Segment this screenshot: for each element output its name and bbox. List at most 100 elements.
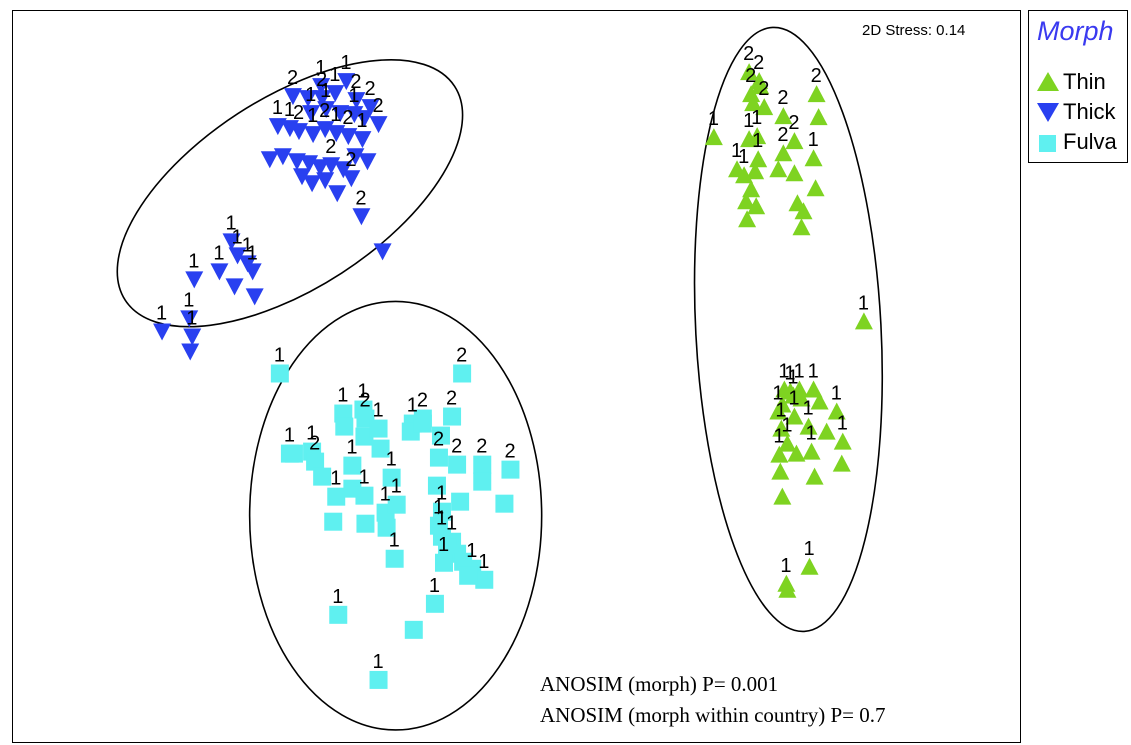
point-label-thin-32: 1 — [793, 361, 804, 383]
point-fulva-44 — [385, 549, 404, 568]
point-label-thick-46: 1 — [156, 302, 167, 324]
point-label-thick-40: 1 — [242, 234, 253, 256]
point-thin-8 — [809, 108, 828, 126]
point-label-fulva-21: 2 — [451, 436, 462, 458]
point-thick-26 — [311, 159, 330, 177]
point-label-thick-19: 1 — [330, 104, 341, 126]
stress-label: 2D Stress: 0.14 — [862, 22, 966, 39]
point-label-thin-13: 2 — [777, 124, 788, 146]
point-thin-33 — [804, 380, 823, 398]
point-label-thick-36: 2 — [355, 187, 366, 209]
point-thick-6 — [347, 92, 366, 110]
point-label-thin-4: 2 — [811, 65, 822, 87]
point-label-thin-41: 1 — [775, 400, 786, 422]
legend-label-fulva: Fulva — [1063, 129, 1117, 154]
point-label-thin-30: 1 — [778, 361, 789, 383]
point-fulva-24 — [313, 467, 332, 486]
point-thick-30 — [358, 153, 377, 171]
point-thin-52 — [773, 487, 792, 505]
point-label-thick-15: 1 — [284, 99, 295, 121]
point-label-thin-17: 1 — [738, 146, 749, 168]
point-thin-28 — [792, 218, 811, 236]
point-fulva-4 — [453, 364, 472, 383]
point-thin-27 — [738, 210, 757, 228]
point-label-fulva-4: 2 — [456, 344, 467, 366]
point-thick-3 — [299, 90, 318, 108]
point-label-thick-8: 1 — [305, 84, 316, 106]
point-label-thin-40: 1 — [788, 388, 799, 410]
point-label-fulva-27: 1 — [358, 467, 369, 489]
ellipse-thick — [116, 59, 464, 328]
point-label-fulva-3: 2 — [359, 390, 370, 412]
point-thick-41 — [243, 263, 262, 281]
point-fulva-12 — [369, 419, 388, 438]
point-thin-20 — [785, 164, 804, 182]
point-fulva-25 — [327, 487, 346, 506]
point-label-thin-1: 2 — [753, 52, 764, 74]
point-thick-49 — [181, 343, 200, 361]
point-label-thin-53: 1 — [804, 538, 815, 560]
legend-label-thin: Thin — [1063, 69, 1106, 94]
point-thin-45 — [778, 434, 797, 452]
point-thick-23 — [273, 148, 292, 166]
point-thin-37 — [810, 392, 829, 410]
point-label-thick-41: 1 — [247, 242, 258, 264]
point-thick-22 — [260, 151, 279, 169]
point-fulva-11 — [355, 427, 374, 446]
point-thick-1 — [312, 78, 331, 96]
point-thin-0 — [740, 63, 759, 81]
point-label-thick-17: 1 — [307, 105, 318, 127]
point-label-thin-2: 2 — [745, 65, 756, 87]
point-fulva-19 — [371, 439, 390, 458]
point-thin-13 — [774, 144, 793, 162]
point-label-fulva-17: 2 — [309, 433, 320, 455]
plot-frame — [12, 10, 1021, 743]
point-label-thick-14: 1 — [272, 97, 283, 119]
point-fulva-52 — [404, 620, 423, 639]
point-thin-21 — [806, 179, 825, 197]
point-label-fulva-12: 1 — [373, 400, 384, 422]
point-thick-37 — [373, 243, 392, 261]
point-label-fulva-9: 1 — [306, 423, 317, 445]
point-fulva-0 — [270, 364, 289, 383]
point-label-thick-4: 2 — [316, 69, 327, 91]
point-label-thin-48: 1 — [773, 426, 784, 448]
legend-item-fulva: Fulva — [1035, 127, 1117, 157]
point-fulva-20 — [429, 448, 448, 467]
point-label-thin-6: 2 — [758, 78, 769, 100]
point-label-fulva-41: 1 — [446, 513, 457, 535]
point-label-fulva-18: 1 — [346, 437, 357, 459]
point-label-thick-18: 2 — [319, 100, 330, 122]
point-label-thin-9: 1 — [708, 108, 719, 130]
point-fulva-7 — [443, 407, 462, 426]
point-label-thin-47: 1 — [806, 423, 817, 445]
point-thick-32 — [303, 175, 322, 193]
point-label-fulva-38: 1 — [436, 483, 447, 505]
point-thick-0 — [337, 73, 356, 91]
point-thick-45 — [225, 278, 244, 296]
legend-item-thick: Thick — [1035, 97, 1116, 127]
point-label-thin-38: 1 — [831, 383, 842, 405]
point-fulva-48 — [475, 570, 494, 589]
point-thin-43 — [817, 422, 836, 440]
point-thick-47 — [180, 310, 199, 328]
point-fulva-50 — [329, 605, 348, 624]
point-thin-53 — [800, 557, 819, 575]
point-label-thick-16: 2 — [293, 102, 304, 124]
point-thin-6 — [755, 98, 774, 116]
point-thick-21 — [353, 131, 372, 149]
point-label-thick-6: 2 — [350, 71, 361, 93]
point-thin-42 — [799, 417, 818, 435]
point-label-fulva-48: 1 — [478, 551, 489, 573]
point-label-fulva-22: 2 — [476, 436, 487, 458]
point-label-thick-9: 1 — [320, 80, 331, 102]
data-points — [153, 63, 873, 689]
point-label-thin-39: 1 — [772, 383, 783, 405]
point-label-thin-45: 1 — [781, 415, 792, 437]
point-thin-24 — [747, 197, 766, 215]
point-label-thin-29: 1 — [858, 292, 869, 314]
point-thick-42 — [210, 263, 229, 281]
point-fulva-34 — [356, 514, 375, 533]
point-thick-10 — [331, 105, 350, 123]
